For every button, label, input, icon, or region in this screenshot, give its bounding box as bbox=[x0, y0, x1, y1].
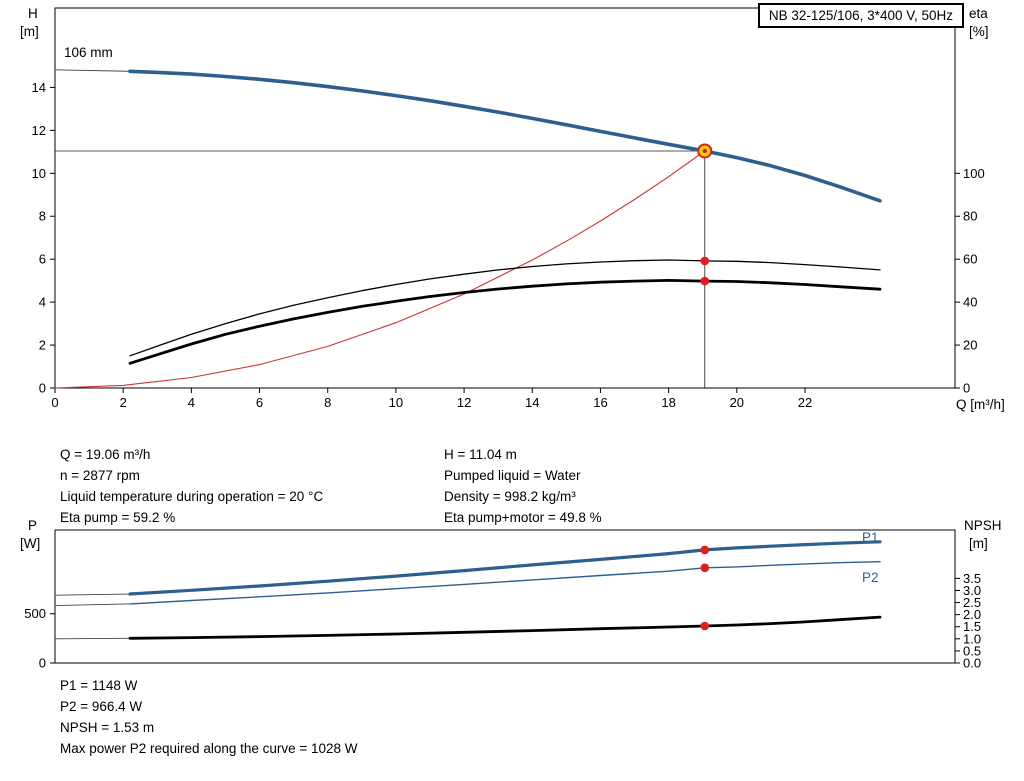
x-tick-label: 18 bbox=[661, 395, 675, 410]
marker-eta-pump-dot bbox=[700, 256, 710, 266]
impeller-diameter-label: 106 mm bbox=[64, 45, 113, 60]
duty-info-right-column: H = 11.04 m Pumped liquid = Water Densit… bbox=[444, 444, 602, 528]
series-p1-curve bbox=[128, 540, 882, 596]
y-right-tick-label: 40 bbox=[963, 295, 977, 310]
marker-eta-total-dot bbox=[700, 276, 710, 286]
y-right-tick-label: 20 bbox=[963, 338, 977, 353]
marker-p1-dot bbox=[700, 545, 710, 555]
info-eta-pump-motor: Eta pump+motor = 49.8 % bbox=[444, 510, 602, 525]
series-system-curve bbox=[54, 150, 706, 389]
y-right-tick-label: 1.5 bbox=[963, 619, 981, 634]
x-tick-label: 0 bbox=[51, 395, 58, 410]
x-tick-label: 14 bbox=[525, 395, 539, 410]
y-left-tick-label: 10 bbox=[32, 166, 46, 181]
x-tick-label: 2 bbox=[120, 395, 127, 410]
result-info-block: P1 = 1148 W P2 = 966.4 W NPSH = 1.53 m M… bbox=[60, 675, 358, 759]
x-tick-label: 8 bbox=[324, 395, 331, 410]
y-left-tick-label: 4 bbox=[39, 295, 46, 310]
eta-axis-unit: [%] bbox=[969, 24, 989, 39]
p2-curve-label: P2 bbox=[862, 570, 879, 585]
series-npsh-axis-connector bbox=[54, 637, 131, 640]
series-p2-axis-connector bbox=[54, 603, 131, 607]
y-right-tick-label: 0.5 bbox=[963, 643, 981, 658]
info-p1: P1 = 1148 W bbox=[60, 678, 138, 693]
info-density: Density = 998.2 kg/m³ bbox=[444, 489, 576, 504]
x-tick-label: 22 bbox=[798, 395, 812, 410]
info-max-power: Max power P2 required along the curve = … bbox=[60, 741, 358, 756]
q-axis-label: Q [m³/h] bbox=[956, 397, 1005, 412]
y-right-tick-label: 2.0 bbox=[963, 607, 981, 622]
p1-curve-label: P1 bbox=[862, 530, 879, 545]
info-q: Q = 19.06 m³/h bbox=[60, 447, 151, 462]
marker-p2-dot bbox=[700, 563, 710, 573]
y-right-tick-label: 0 bbox=[963, 381, 970, 396]
series-npsh-curve bbox=[128, 615, 882, 640]
performance-frame bbox=[54, 7, 956, 389]
marker-npsh-dot bbox=[700, 621, 710, 631]
h-axis-unit: [m] bbox=[20, 24, 39, 39]
info-speed: n = 2877 rpm bbox=[60, 468, 140, 483]
p-axis-label: P bbox=[28, 518, 38, 533]
y-right-tick-label: 3.5 bbox=[963, 571, 981, 586]
x-tick-label: 16 bbox=[593, 395, 607, 410]
series-eta-pump-curve bbox=[129, 259, 881, 357]
y-left-tick-label: 0 bbox=[39, 656, 46, 671]
info-liquid-temp: Liquid temperature during operation = 20… bbox=[60, 489, 324, 504]
info-h: H = 11.04 m bbox=[444, 447, 517, 462]
npsh-axis-label: NPSH bbox=[964, 518, 1002, 533]
pump-title-box: NB 32-125/106, 3*400 V, 50Hz bbox=[757, 3, 964, 28]
x-tick-label: 20 bbox=[730, 395, 744, 410]
y-right-tick-label: 0.0 bbox=[963, 656, 981, 671]
y-right-tick-label: 80 bbox=[963, 209, 977, 224]
series-eta-pump-motor-curve bbox=[128, 279, 882, 365]
y-right-tick-label: 1.0 bbox=[963, 631, 981, 646]
x-tick-label: 6 bbox=[256, 395, 263, 410]
x-tick-label: 10 bbox=[389, 395, 403, 410]
eta-axis-label: eta bbox=[969, 6, 988, 21]
y-left-tick-label: 0 bbox=[39, 381, 46, 396]
npsh-axis-unit: [m] bbox=[969, 536, 988, 551]
info-p2: P2 = 966.4 W bbox=[60, 699, 143, 714]
series-qh-axis-connector bbox=[54, 69, 131, 72]
y-right-tick-label: 2.5 bbox=[963, 595, 981, 610]
info-npsh: NPSH = 1.53 m bbox=[60, 720, 155, 735]
y-left-tick-label: 14 bbox=[32, 80, 46, 95]
y-right-tick-label: 60 bbox=[963, 252, 977, 267]
y-left-tick-label: 6 bbox=[39, 252, 46, 267]
x-tick-label: 12 bbox=[457, 395, 471, 410]
series-p1-axis-connector bbox=[54, 593, 131, 596]
y-left-tick-label: 2 bbox=[39, 338, 46, 353]
p-axis-unit: [W] bbox=[20, 536, 41, 551]
h-axis-label: H bbox=[28, 6, 38, 21]
y-right-tick-label: 3.0 bbox=[963, 583, 981, 598]
series-qh-curve bbox=[128, 69, 882, 203]
series-p2-curve bbox=[129, 561, 881, 605]
x-tick-label: 4 bbox=[188, 395, 195, 410]
y-right-tick-label: 100 bbox=[963, 166, 985, 181]
y-left-tick-label: 500 bbox=[24, 606, 46, 621]
info-pumped-liquid: Pumped liquid = Water bbox=[444, 468, 581, 483]
y-left-tick-label: 12 bbox=[32, 123, 46, 138]
duty-point-center bbox=[702, 148, 707, 154]
y-left-tick-label: 8 bbox=[39, 209, 46, 224]
info-eta-pump: Eta pump = 59.2 % bbox=[60, 510, 176, 525]
duty-info-left-column: Q = 19.06 m³/h n = 2877 rpm Liquid tempe… bbox=[60, 444, 323, 528]
power-frame bbox=[54, 529, 956, 664]
